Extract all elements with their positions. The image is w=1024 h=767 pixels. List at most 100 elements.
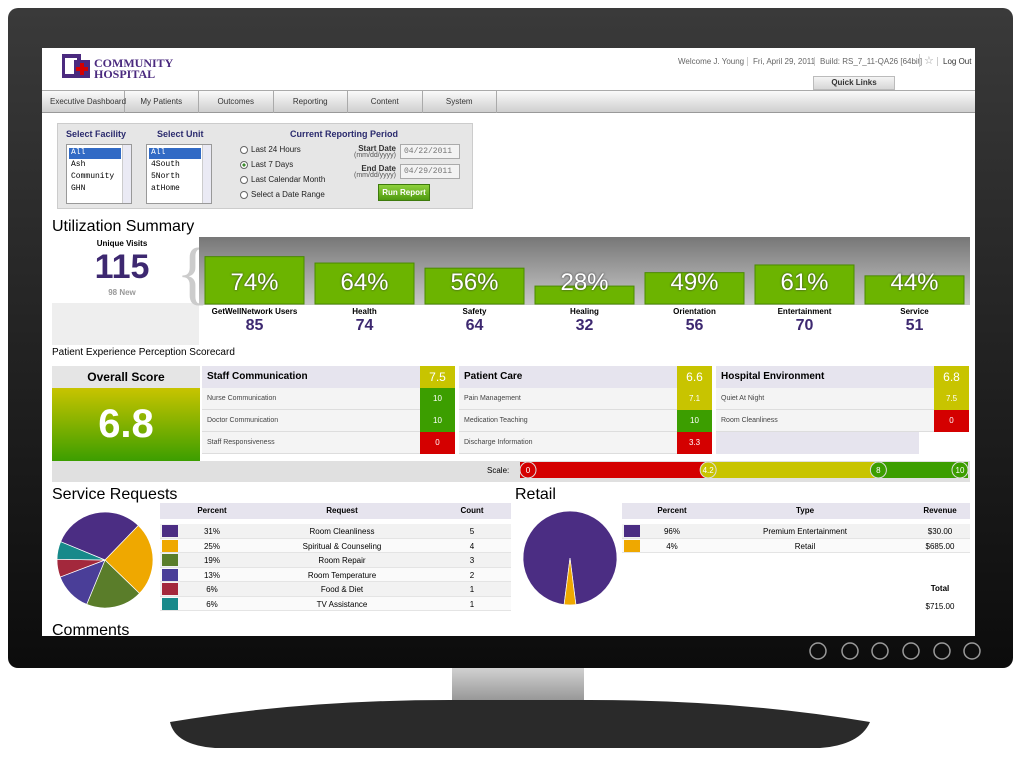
nav-item[interactable]: My Patients	[125, 90, 199, 113]
item-score: 10	[420, 388, 455, 410]
cell: Room Cleanliness	[309, 527, 375, 536]
bar	[204, 256, 305, 305]
cell: 31%	[203, 527, 220, 536]
radio[interactable]	[240, 146, 248, 154]
group-name: Hospital Environment	[716, 366, 969, 388]
quick-links[interactable]: Quick Links	[813, 76, 895, 90]
table-header	[160, 503, 511, 519]
empty-row	[716, 432, 919, 454]
radio[interactable]	[240, 191, 248, 199]
nav-item[interactable]: Outcomes	[199, 90, 274, 113]
logout[interactable]: Log Out	[937, 57, 971, 66]
cell: Spiritual & Counseling	[302, 541, 382, 551]
cell: 6%	[206, 599, 218, 609]
list-item[interactable]: All	[69, 148, 121, 159]
radio-label[interactable]: Last 24 Hours	[251, 145, 301, 154]
radio-label[interactable]: Select a Date Range	[251, 190, 325, 199]
build: Build: RS_7_11-QA26 [64bit]	[814, 57, 922, 66]
bar-count: 51	[905, 317, 924, 334]
label: Select Unit	[157, 129, 204, 139]
column-header: Percent	[197, 506, 227, 515]
nav-item[interactable]: Content	[348, 90, 423, 113]
radio[interactable]	[240, 161, 248, 169]
overall-score: 6.8	[52, 388, 200, 461]
bar-value: 28%	[560, 269, 609, 296]
cell: $30.00	[927, 527, 953, 536]
panel-header ph: Patient Experience Perception Scorecard	[52, 347, 235, 358]
item-name: Discharge Information	[459, 432, 712, 454]
bar	[754, 264, 855, 305]
run-button[interactable]: Run Report	[378, 184, 430, 201]
table-row	[160, 567, 511, 582]
list-item[interactable]: 4South	[151, 160, 180, 169]
overall-label: Overall Score	[52, 366, 200, 388]
bar-count: 32	[575, 317, 594, 334]
bar-value: 44%	[890, 269, 939, 296]
legend-swatch	[162, 568, 178, 581]
cell: 19%	[203, 556, 220, 565]
table-row	[160, 582, 511, 597]
nav-item[interactable]: System	[423, 90, 497, 113]
bar-value: 49%	[670, 269, 719, 296]
scale-marker	[519, 461, 537, 479]
table-row	[160, 553, 511, 568]
cell: Room Repair	[318, 556, 366, 565]
group-name: Patient Care	[459, 366, 712, 388]
radio-label[interactable]: Last 7 Days	[251, 160, 294, 169]
bar-value: 61%	[780, 269, 829, 296]
listbox[interactable]: All Ash Community GHN	[66, 144, 132, 204]
pie-slice	[86, 559, 141, 609]
label: Current Reporting Period	[290, 129, 399, 139]
table-row	[160, 596, 511, 611]
pie-slice	[60, 511, 139, 561]
scale-segment	[878, 462, 968, 478]
pie-slice	[563, 557, 577, 606]
pie-slice	[522, 510, 618, 606]
scrollbar	[202, 145, 211, 203]
bar	[424, 267, 525, 305]
total-label: Total	[930, 584, 950, 593]
scale-segment	[708, 462, 879, 478]
visits-label: Unique Visits	[96, 239, 148, 248]
item-name: Nurse Communication	[202, 388, 455, 410]
item-name: Room Cleanliness	[716, 410, 969, 432]
radio[interactable]	[240, 176, 248, 184]
bar	[534, 285, 635, 305]
column-header: Percent	[657, 506, 687, 515]
column-header: Request	[326, 506, 358, 515]
item-score: 7.5	[934, 388, 969, 410]
table-row	[160, 538, 511, 553]
chart	[56, 511, 154, 609]
pie-slice	[56, 541, 106, 561]
list-item[interactable]: All	[149, 148, 201, 159]
table-row	[622, 538, 970, 553]
list-item[interactable]: atHome	[151, 184, 180, 193]
list-item[interactable]: Ash	[71, 160, 86, 169]
scale-marker	[869, 461, 887, 479]
bar	[644, 272, 745, 305]
item-name: Quiet At Night	[716, 388, 969, 410]
nav-item[interactable]: Executive Dashboard	[50, 90, 126, 113]
bar-category: Service	[900, 307, 929, 316]
list-item[interactable]: GHN	[71, 184, 86, 193]
scale-marker	[951, 461, 969, 479]
base	[170, 700, 870, 748]
nav-item[interactable]: Reporting	[274, 90, 348, 113]
bar-value: 74%	[230, 269, 279, 296]
item-score: 7.1	[677, 388, 712, 410]
listbox[interactable]: All 4South 5North atHome	[146, 144, 212, 204]
cell: 4%	[666, 541, 678, 551]
item-score: 10	[420, 410, 455, 432]
list-item[interactable]: 5North	[151, 172, 180, 181]
date-input[interactable]: 04/29/2011	[400, 164, 460, 179]
group-score: 6.8	[934, 366, 969, 388]
list-item[interactable]: Community	[71, 172, 115, 181]
radio-label[interactable]: Last Calendar Month	[251, 175, 326, 184]
cell: 3	[469, 556, 475, 565]
cell: Food & Diet	[320, 585, 364, 594]
date-input[interactable]: 04/22/2011	[400, 144, 460, 159]
legend-swatch	[162, 539, 178, 552]
cell: 25%	[203, 541, 220, 551]
bar-category: GetWellNetwork Users	[211, 307, 298, 316]
